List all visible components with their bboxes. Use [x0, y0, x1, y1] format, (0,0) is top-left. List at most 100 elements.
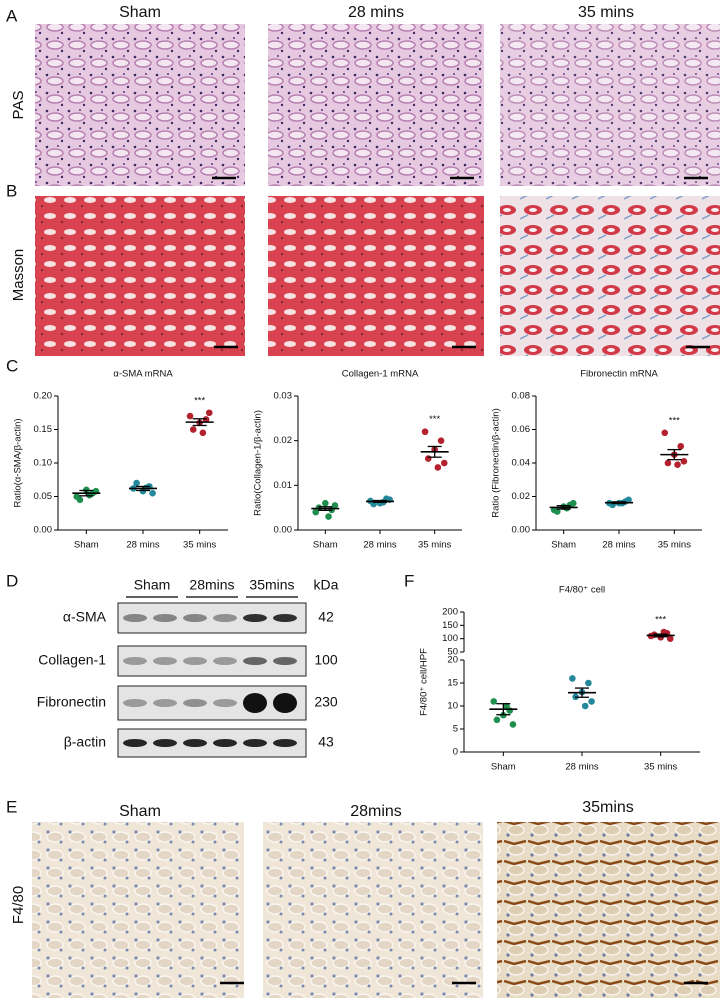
kda-label: 100: [314, 652, 338, 668]
protein-label: Collagen-1: [38, 652, 106, 668]
data-point: [440, 459, 448, 467]
annotation: ***: [655, 615, 666, 626]
lane-group-label: 35mins: [249, 577, 294, 593]
band: [243, 693, 267, 713]
band: [123, 739, 147, 747]
data-point: [189, 426, 197, 433]
x-tick-label: 28 mins: [126, 540, 160, 551]
data-point: [509, 721, 517, 728]
protein-label: α-SMA: [63, 609, 107, 625]
y-tick-label: 0.03: [274, 391, 293, 402]
kda-label: 43: [318, 734, 334, 750]
data-point: [199, 429, 207, 437]
annotation: ***: [669, 415, 680, 426]
y-tick-label: 0.02: [274, 435, 293, 446]
data-point: [149, 489, 156, 497]
band: [123, 699, 147, 707]
data-point: [490, 698, 498, 705]
y-tick-label: 50: [447, 647, 458, 658]
band: [273, 657, 297, 665]
data-point: [674, 461, 681, 468]
data-point: [421, 428, 429, 436]
column-label: 35 mins: [578, 4, 634, 21]
band: [123, 657, 147, 665]
band: [153, 739, 177, 747]
histology-images: [32, 24, 720, 998]
data-point: [585, 679, 592, 687]
chart-title: F4/80⁺ cell: [559, 585, 605, 596]
band: [183, 739, 207, 747]
band: [213, 739, 237, 747]
y-tick-label: 0.05: [34, 491, 53, 502]
band: [273, 693, 297, 713]
data-point: [83, 486, 90, 494]
y-axis-label: Ratio (Fibronectin/β-actin): [491, 408, 502, 517]
panel-letter: E: [6, 797, 17, 816]
data-point: [677, 442, 685, 450]
data-point: [202, 416, 210, 423]
data-point: [133, 479, 140, 487]
x-tick-label: 35 mins: [183, 540, 217, 551]
data-point: [581, 702, 589, 710]
band: [183, 699, 207, 707]
band: [213, 657, 237, 665]
unit-header: kDa: [314, 577, 339, 593]
x-tick-label: Sham: [551, 540, 576, 551]
y-tick-label: 0.00: [34, 525, 53, 536]
data-point: [186, 412, 194, 420]
data-point: [76, 496, 84, 504]
band: [153, 614, 177, 622]
column-label: 28 mins: [348, 4, 404, 21]
y-tick-label: 0.10: [34, 458, 53, 469]
y-tick-label: 0.06: [512, 424, 531, 435]
band: [183, 657, 207, 665]
data-point: [625, 496, 632, 504]
band: [123, 614, 147, 622]
chart-title: Collagen-1 mRNA: [342, 369, 419, 380]
y-tick-label: 5: [453, 724, 458, 735]
y-tick-label: 100: [442, 633, 458, 644]
band: [183, 614, 207, 622]
y-axis-label: Ratio(Collagen-1/β-actin): [253, 410, 264, 516]
y-tick-label: 0.20: [34, 391, 53, 402]
band: [243, 614, 267, 622]
y-tick-label: 10: [447, 701, 458, 712]
chart-title: α-SMA mRNA: [113, 369, 173, 380]
column-label: 35mins: [582, 799, 634, 816]
y-tick-label: 0.01: [274, 480, 293, 491]
column-label: Sham: [119, 803, 161, 820]
band: [213, 699, 237, 707]
x-tick-label: 35 mins: [418, 540, 452, 551]
data-point: [331, 502, 339, 509]
column-label: Sham: [119, 4, 161, 21]
band: [153, 699, 177, 707]
band: [273, 739, 297, 747]
x-tick-label: Sham: [313, 540, 338, 551]
y-tick-label: 150: [442, 620, 458, 631]
protein-label: Fibronectin: [37, 694, 106, 710]
data-point: [680, 458, 688, 465]
data-point: [493, 716, 501, 724]
data-point: [205, 409, 213, 417]
band: [273, 614, 297, 622]
row-label: Masson: [10, 249, 27, 302]
y-tick-label: 0.04: [512, 458, 531, 469]
row-label: F4/80: [10, 886, 27, 924]
y-tick-label: 0.00: [274, 525, 293, 536]
x-tick-label: 35 mins: [644, 762, 678, 773]
panel-letter: F: [404, 571, 414, 590]
data-point: [553, 508, 561, 515]
y-axis-label: Ratio(α-SMA/β-actin): [13, 418, 24, 507]
column-label: 28mins: [350, 803, 402, 820]
lane-group-label: Sham: [134, 577, 171, 593]
data-point: [666, 635, 674, 642]
panel-letter: B: [6, 181, 17, 200]
x-tick-label: 28 mins: [363, 540, 397, 551]
band: [153, 657, 177, 665]
y-tick-label: 0.02: [512, 491, 531, 502]
band: [243, 657, 267, 665]
y-tick-label: 15: [447, 678, 458, 689]
y-tick-label: 0.00: [512, 525, 531, 536]
data-point: [664, 459, 672, 467]
